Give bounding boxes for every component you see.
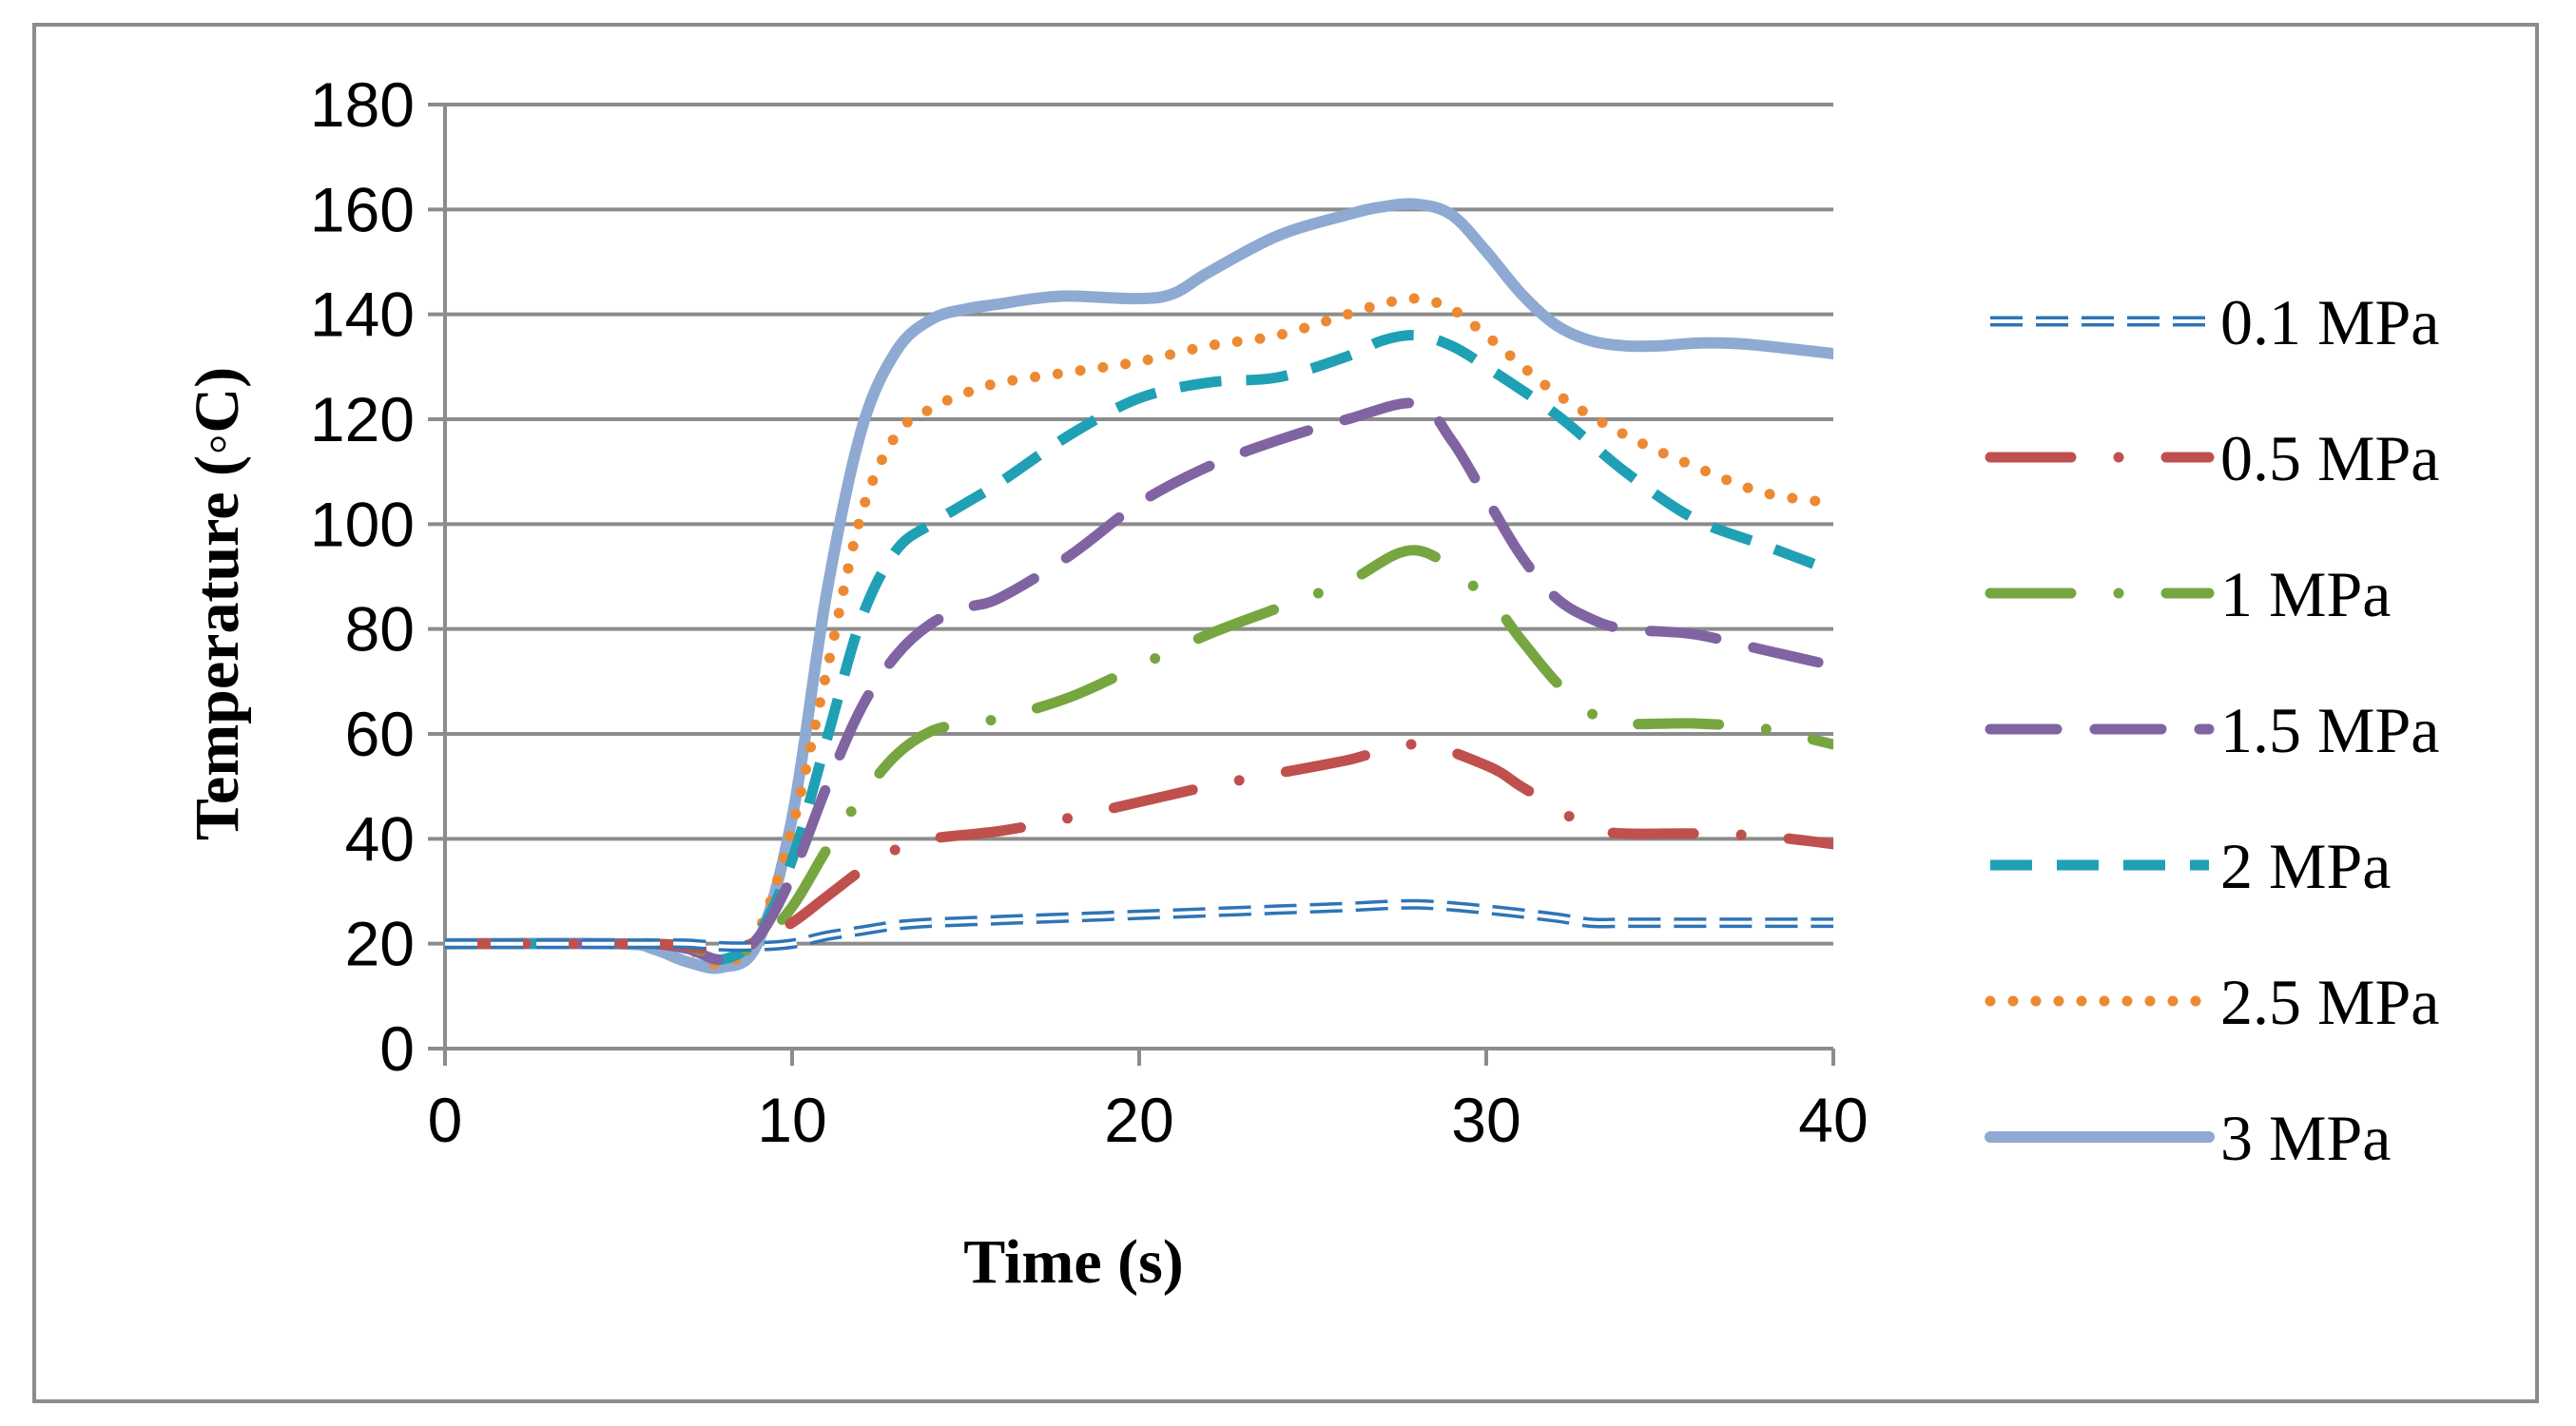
y-tick-label: 140 xyxy=(310,279,415,350)
legend-label: 2.5 MPa xyxy=(2220,966,2439,1038)
axes xyxy=(428,103,1835,1066)
y-tick-label: 20 xyxy=(345,909,415,979)
series-1-5-mpa xyxy=(445,397,1833,965)
y-tick-label: 0 xyxy=(379,1013,415,1084)
y-tick-label: 120 xyxy=(310,384,415,454)
series-line xyxy=(445,330,1833,965)
y-tick-label: 180 xyxy=(310,69,415,140)
series-lines xyxy=(445,198,1833,974)
chart: 0 20 40 60 80 100 120 140 160 180 0 10 20 30 40 Time (… xyxy=(183,69,2439,1297)
series-0-1-mpa xyxy=(445,898,1833,953)
series-line xyxy=(445,545,1833,962)
series-line-inner xyxy=(445,902,1833,949)
legend-label: 2 MPa xyxy=(2220,830,2391,902)
x-tick-label: 40 xyxy=(1798,1085,1868,1155)
legend-label: 0.1 MPa xyxy=(2220,286,2439,358)
series-line xyxy=(445,739,1833,957)
x-axis-title: Time (s) xyxy=(963,1227,1184,1297)
y-tick-label: 40 xyxy=(345,803,415,874)
legend-label: 0.5 MPa xyxy=(2220,422,2439,494)
tick-labels: 0 20 40 60 80 100 120 140 160 180 0 10 20 30 40 xyxy=(310,69,1869,1155)
series-line xyxy=(445,898,1833,953)
legend-label: 1.5 MPa xyxy=(2220,694,2439,766)
series-1-mpa xyxy=(445,545,1833,962)
series-3-mpa xyxy=(445,198,1833,974)
x-tick-label: 20 xyxy=(1104,1085,1173,1155)
y-tick-label: 60 xyxy=(345,699,415,769)
series-line xyxy=(445,397,1833,965)
x-tick-label: 30 xyxy=(1451,1085,1520,1155)
series-line xyxy=(445,198,1833,974)
legend-label: 3 MPa xyxy=(2220,1102,2391,1174)
legend-entry: 1 MPa xyxy=(1985,558,2391,630)
chart-frame: 0 20 40 60 80 100 120 140 160 180 0 10 20 30 40 Time (… xyxy=(32,23,2539,1403)
y-tick-label: 80 xyxy=(345,594,415,665)
legend: 0.1 MPa 0.5 MPa 1 MPa 1.5 MPa 2 MPa 2.5 MPa 3 … xyxy=(1985,286,2439,1174)
legend-entry: 0.1 MPa xyxy=(1990,286,2439,358)
y-tick-label: 160 xyxy=(310,174,415,244)
series-2-mpa xyxy=(445,330,1833,965)
legend-label: 1 MPa xyxy=(2220,558,2391,630)
y-tick-label: 100 xyxy=(310,489,415,559)
series-0-5-mpa xyxy=(445,739,1833,957)
legend-entry: 1.5 MPa xyxy=(1985,694,2439,766)
legend-entry: 2 MPa xyxy=(1990,830,2391,902)
legend-entry: 3 MPa xyxy=(1985,1102,2391,1174)
y-axis-title: Temperature (◦C) xyxy=(183,367,252,840)
legend-entry: 2.5 MPa xyxy=(1985,966,2439,1038)
legend-entry: 0.5 MPa xyxy=(1985,422,2439,494)
x-tick-label: 10 xyxy=(757,1085,826,1155)
gridlines xyxy=(445,103,1833,946)
x-tick-label: 0 xyxy=(428,1085,463,1155)
